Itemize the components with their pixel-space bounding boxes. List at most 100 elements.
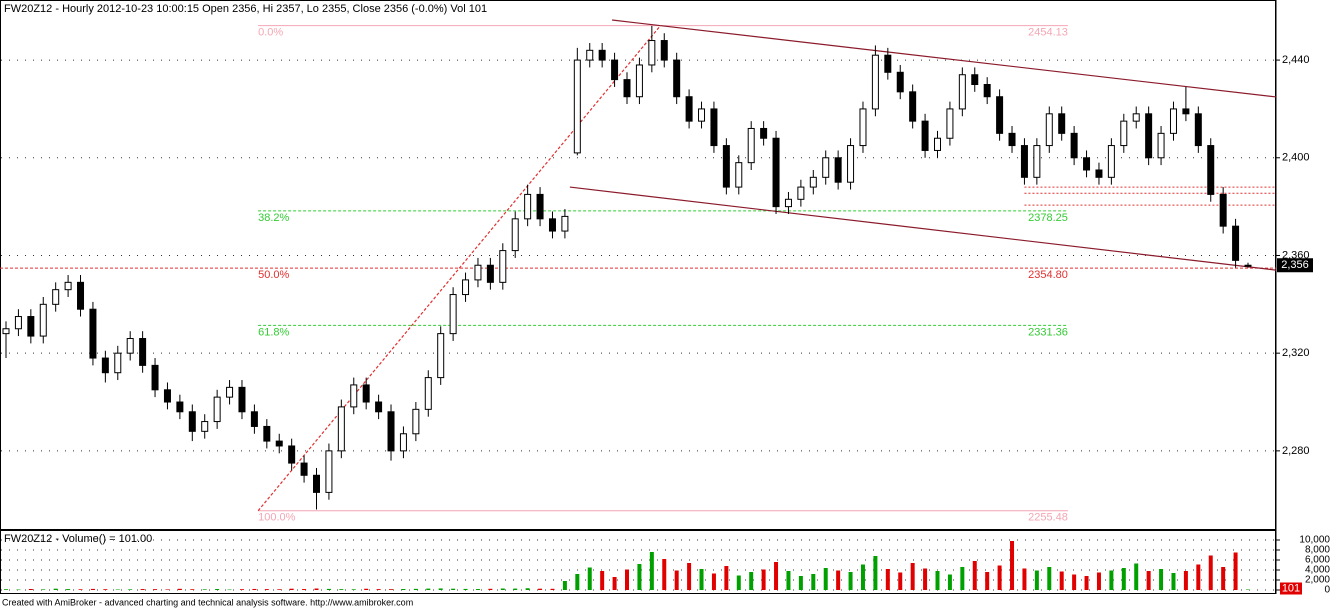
candle-body (499, 250, 507, 283)
volume-bar (1096, 572, 1101, 590)
volume-bar (264, 589, 269, 590)
volume-bar (475, 589, 480, 590)
candle-body (561, 215, 569, 232)
volume-bar (525, 588, 530, 590)
last-volume-label: 101 (1282, 582, 1300, 594)
volume-bar (947, 574, 952, 590)
candle-body (201, 421, 209, 432)
candle-body (772, 137, 780, 208)
volume-bar (364, 588, 369, 590)
candle-body (1045, 113, 1053, 147)
volume-bar (277, 589, 282, 590)
candle-body (1008, 132, 1016, 147)
fib-label: 50.0% (258, 269, 289, 281)
volume-bar (53, 588, 58, 590)
volume-bar (140, 589, 145, 590)
trend-line (569, 186, 1277, 271)
volume-bar (1010, 541, 1015, 590)
candle-body (1207, 145, 1215, 195)
y-tick-label: 2,320 (1282, 347, 1310, 359)
y-tick-label: 2,440 (1282, 54, 1310, 66)
fib-value: 2331.36 (1028, 326, 1068, 338)
candle-body (884, 54, 892, 73)
volume-bar (500, 588, 505, 590)
candle-body (685, 96, 693, 122)
volume-bar (4, 589, 8, 590)
candle-body (27, 316, 35, 337)
volume-bar (413, 588, 418, 590)
y-tick-label: 10,000 (1299, 535, 1330, 546)
y-tick-label: 6,000 (1305, 555, 1330, 566)
candle-body (226, 386, 234, 398)
volume-bar (538, 588, 543, 590)
volume-bar (28, 589, 33, 590)
candle-body (822, 157, 830, 178)
trend-line (257, 25, 661, 512)
volume-bar (550, 588, 555, 590)
volume-bar (351, 589, 356, 590)
last-price-box (1277, 258, 1313, 273)
candle-body (89, 308, 97, 359)
candle-body (958, 74, 966, 110)
candle-body (909, 91, 917, 122)
candle-body (14, 316, 22, 330)
candle-body (1219, 193, 1227, 227)
volume-bar (786, 571, 791, 590)
volume-bar (326, 588, 331, 590)
candle-body (2, 328, 10, 335)
candle-body (176, 401, 184, 413)
candle-body (722, 145, 730, 188)
candle-body (971, 74, 979, 86)
volume-bar (239, 589, 244, 590)
volume-bar (90, 588, 95, 590)
candle-body (1244, 264, 1252, 267)
candle-body (635, 64, 643, 98)
candle-body (275, 440, 283, 447)
candle-body (238, 386, 246, 413)
chart-title: FW20Z12 - Hourly 2012-10-23 10:00:15 Ope… (4, 3, 487, 15)
fib-value: 2255.48 (1028, 512, 1068, 524)
volume-bar (997, 565, 1002, 590)
volume-bar (674, 570, 679, 590)
volume-bar (376, 589, 381, 590)
candle-body (462, 279, 470, 296)
volume-bar (699, 569, 704, 590)
candle-body (983, 84, 991, 98)
volume-bar (612, 577, 617, 590)
candle-body (1169, 108, 1177, 134)
volume-bar (749, 572, 754, 590)
candle-body (213, 396, 221, 423)
volume-bar (1084, 576, 1089, 590)
last-price-label: 2,356 (1281, 259, 1309, 271)
candle-body (809, 176, 817, 188)
candle-body (648, 40, 656, 66)
candle-body (797, 186, 805, 200)
candle-body (163, 389, 171, 403)
volume-bar (910, 563, 915, 590)
candle-body (263, 425, 271, 442)
volume-bar (314, 588, 319, 590)
volume-bar (711, 573, 716, 590)
volume-bar (165, 589, 170, 590)
candle-body (325, 450, 333, 493)
volume-bar (1121, 568, 1126, 590)
candle-body (896, 71, 904, 93)
candle-body (573, 59, 581, 154)
volume-bar (1196, 564, 1201, 590)
candle-body (1058, 113, 1066, 134)
candle-body (126, 338, 134, 354)
volume-bar (662, 559, 667, 590)
fib-label: 38.2% (258, 212, 289, 224)
volume-bar (1047, 567, 1052, 590)
volume-bar (128, 589, 133, 590)
volume-bar (1022, 568, 1027, 590)
volume-bar (575, 574, 580, 590)
candle-body (784, 198, 792, 208)
volume-bar (488, 588, 493, 590)
candle-body (946, 108, 954, 139)
volume-bar (960, 567, 965, 590)
candle-body (548, 218, 556, 232)
volume-bar (798, 576, 803, 590)
candle-body (859, 108, 867, 147)
